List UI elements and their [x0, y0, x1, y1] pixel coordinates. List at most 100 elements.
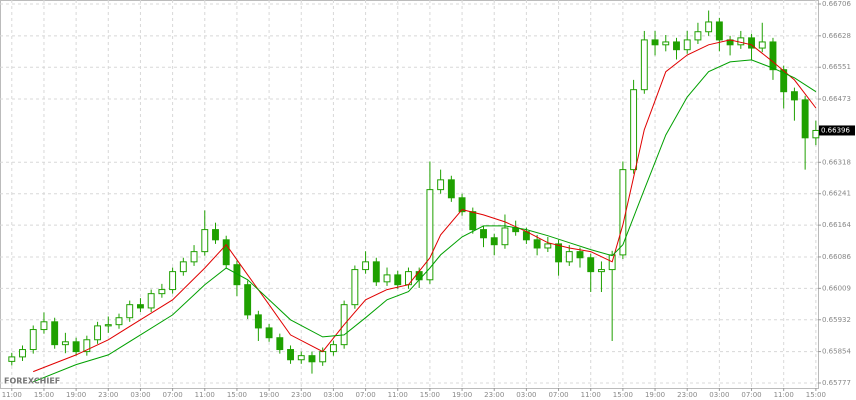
- candle-body: [673, 41, 680, 51]
- candle-body: [426, 189, 434, 281]
- x-tick-label: 19:00: [259, 391, 279, 399]
- candle-body: [769, 41, 777, 71]
- candle-body: [715, 21, 723, 41]
- candle-body: [265, 327, 273, 339]
- candle-body: [415, 271, 423, 281]
- y-tick-label: 0.66628: [822, 32, 851, 40]
- x-tick-label: 23:00: [291, 391, 311, 399]
- candle-body: [51, 321, 59, 346]
- last-price-label: 0.66396: [821, 126, 850, 134]
- candle-body: [383, 274, 391, 283]
- x-tick-label: 03:00: [516, 391, 536, 399]
- candle-body: [104, 324, 112, 327]
- candle-body: [94, 325, 102, 341]
- y-tick-label: 0.66241: [822, 190, 851, 198]
- candle-body: [544, 243, 552, 249]
- candle-body: [662, 41, 670, 46]
- candle-body: [362, 261, 370, 271]
- candle-body: [555, 243, 563, 263]
- x-tick-label: 19:00: [452, 391, 472, 399]
- x-tick-label: 15:00: [227, 391, 247, 399]
- candle-body: [587, 257, 595, 273]
- x-tick-label: 07:00: [355, 391, 375, 399]
- y-tick-label: 0.66086: [822, 253, 851, 261]
- watermark: FOREXCHIEF: [4, 377, 60, 386]
- candle-body: [780, 69, 788, 93]
- candle-body: [394, 274, 402, 286]
- candle-body: [458, 197, 466, 213]
- x-tick-label: 19:00: [645, 391, 665, 399]
- candle-body: [480, 229, 487, 239]
- x-tick-label: 07:00: [741, 391, 761, 399]
- candle-body: [136, 304, 144, 309]
- x-tick-label: 07:00: [548, 391, 568, 399]
- moving-average-line: [33, 59, 817, 383]
- candle-body: [287, 349, 294, 361]
- candle-body: [201, 229, 209, 253]
- x-tick-label: 07:00: [163, 391, 183, 399]
- candle-body: [169, 271, 177, 291]
- x-tick-label: 11:00: [195, 391, 215, 399]
- candle-body: [190, 251, 198, 263]
- candle-body: [565, 251, 573, 263]
- y-tick-label: 0.66706: [822, 0, 851, 8]
- candle-body: [179, 261, 187, 273]
- x-tick-label: 23:00: [98, 391, 118, 399]
- candle-body: [329, 344, 337, 353]
- candle-body: [319, 351, 327, 363]
- candle-body: [694, 31, 702, 41]
- x-tick-label: 15:00: [806, 391, 826, 399]
- candle-body: [212, 229, 219, 241]
- plot-frame: [0, 0, 819, 389]
- x-tick-label: 11:00: [2, 391, 22, 399]
- candle-body: [147, 293, 155, 309]
- candle-body: [790, 91, 798, 101]
- candle-body: [576, 251, 584, 259]
- candle-body: [651, 39, 659, 46]
- candle-body: [372, 261, 380, 283]
- candle-body: [801, 99, 809, 139]
- candle-body: [72, 341, 80, 353]
- candle-body: [501, 227, 509, 246]
- candle-body: [619, 169, 627, 256]
- candle-body: [115, 317, 123, 326]
- candle-body: [61, 341, 69, 346]
- candle-body: [683, 39, 691, 51]
- x-tick-label: 03:00: [323, 391, 343, 399]
- x-tick-label: 23:00: [484, 391, 504, 399]
- y-tick-label: 0.65932: [822, 316, 851, 324]
- candle-body: [640, 39, 648, 91]
- candle-body: [812, 129, 820, 139]
- candle-body: [490, 237, 498, 246]
- candle-body: [158, 289, 166, 295]
- x-tick-label: 11:00: [774, 391, 794, 399]
- candle-body: [276, 337, 284, 351]
- candle-body: [308, 355, 316, 363]
- y-tick-label: 0.66551: [822, 63, 851, 71]
- candle-body: [533, 239, 541, 249]
- y-tick-label: 0.66164: [822, 221, 851, 229]
- y-tick-label: 0.65777: [822, 379, 851, 387]
- candle-body: [222, 239, 230, 266]
- x-tick-label: 11:00: [581, 391, 601, 399]
- candle-body: [40, 321, 48, 331]
- x-tick-label: 15:00: [420, 391, 440, 399]
- candle-body: [705, 21, 713, 33]
- candle-body: [351, 269, 359, 306]
- candle-body: [469, 211, 477, 231]
- x-tick-label: 15:00: [34, 391, 54, 399]
- candle-body: [19, 349, 26, 358]
- candle-body: [737, 37, 745, 46]
- candle-body: [437, 179, 445, 191]
- x-tick-label: 03:00: [709, 391, 729, 399]
- candle-body: [758, 41, 766, 49]
- candle-body: [8, 356, 16, 362]
- candle-body: [597, 269, 605, 273]
- y-tick-label: 0.65854: [822, 348, 851, 356]
- candle-body: [630, 89, 638, 171]
- candle-body: [748, 37, 755, 49]
- candle-body: [126, 304, 134, 319]
- last-price-box: [819, 125, 855, 136]
